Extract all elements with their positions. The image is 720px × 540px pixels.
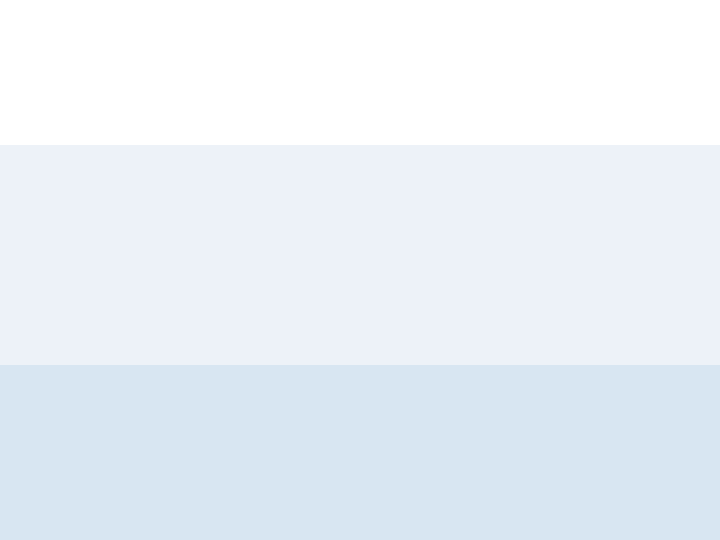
Text: Medication
errors: Medication errors xyxy=(504,268,590,298)
Text: •: • xyxy=(18,243,25,256)
Text: Recommendations:: Recommendations: xyxy=(22,370,215,388)
Text: to have: to have xyxy=(225,288,273,301)
Text: one third of: one third of xyxy=(77,193,156,206)
Text: by seven percentage points since 2016.: by seven percentage points since 2016. xyxy=(85,272,325,285)
Text: nursing staff should be made aware that hyperglycaemia should not be left untrea: nursing staff should be made aware that … xyxy=(43,513,586,523)
Text: Electronic Prescribing are used.: Electronic Prescribing are used. xyxy=(40,392,226,404)
Text: 0%: 0% xyxy=(408,344,431,358)
Text: Inpatients with diabetes are: Inpatients with diabetes are xyxy=(40,288,210,301)
Text: Medication errors: Medication errors xyxy=(171,108,434,136)
Text: to have: to have xyxy=(222,334,270,347)
Text: more likely: more likely xyxy=(171,288,245,301)
Text: Inpatients with diabetes are: Inpatients with diabetes are xyxy=(40,334,210,347)
Text: errors.: errors. xyxy=(22,440,58,450)
Text: Provider organisations:: Provider organisations: xyxy=(22,400,168,410)
Text: Diabetes teams: Diabetes teams xyxy=(22,453,119,462)
Text: •: • xyxy=(25,472,32,483)
Text: Key findings: Key findings xyxy=(22,154,147,172)
Text: testing new systems to reduce prescribing and glucose management errors. Junior : testing new systems to reduce prescribin… xyxy=(43,492,575,503)
Text: Key messages:: Key messages: xyxy=(16,108,261,136)
Text: less likely: less likely xyxy=(171,334,236,347)
Bar xyxy=(477,189,541,351)
Text: :: : xyxy=(89,453,92,462)
Text: decreased: decreased xyxy=(40,272,108,285)
Text: •: • xyxy=(18,288,25,301)
Text: utilised Electronic Prescribing and implemented other new technologies and syste: utilised Electronic Prescribing and impl… xyxy=(22,420,593,430)
Text: inpatients with diabetes have a: inpatients with diabetes have a xyxy=(136,193,327,206)
Text: The proportion of patients having medication errors has: The proportion of patients having medica… xyxy=(40,243,372,256)
Text: medication errors if Electronic Patient Records or: medication errors if Electronic Patient … xyxy=(40,363,329,376)
Text: medication error during their hospital stay (31 per cent).: medication error during their hospital s… xyxy=(40,222,377,235)
Text: •: • xyxy=(25,533,32,540)
Text: 40%: 40% xyxy=(398,173,431,187)
Text: 17: 17 xyxy=(680,533,695,540)
Text: in people with Type 1 diabetes.: in people with Type 1 diabetes. xyxy=(43,533,217,540)
Text: medication errors if treated on a surgical ward.: medication errors if treated on a surgic… xyxy=(40,316,319,329)
Text: Almost: Almost xyxy=(40,193,84,206)
Text: •: • xyxy=(18,193,25,206)
Bar xyxy=(552,219,617,351)
Text: Work with surgical colleagues to ensure diabetes safety levels are at least equi: Work with surgical colleagues to ensure … xyxy=(43,533,521,540)
Text: •: • xyxy=(18,334,25,347)
Text: Continue to educate and support junior doctors and nursing staff, while also dev: Continue to educate and support junior d… xyxy=(43,472,559,483)
Text: Learn from NHS Trusts and Local Health Boards that have most effectively: Learn from NHS Trusts and Local Health B… xyxy=(126,400,540,410)
